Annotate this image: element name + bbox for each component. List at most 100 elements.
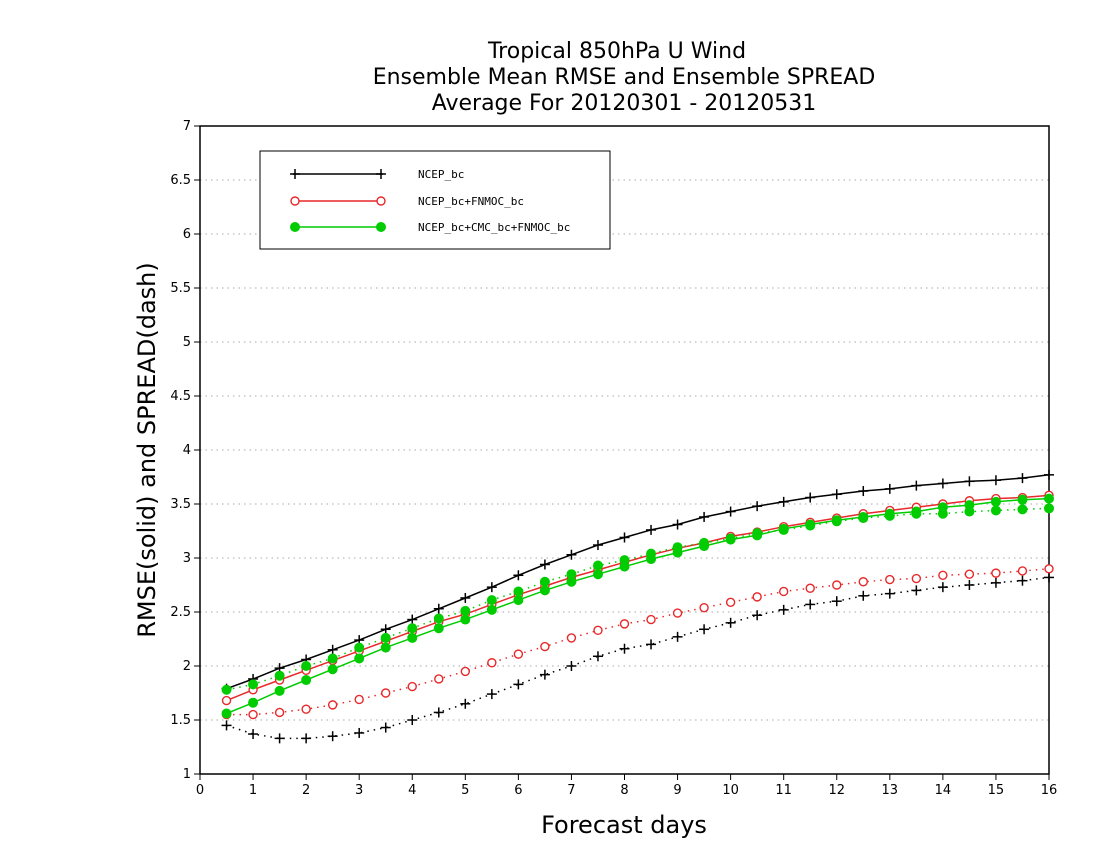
x-tick-label: 12: [828, 783, 845, 798]
spread-point: [725, 597, 736, 607]
rmse-point: [884, 508, 895, 519]
rmse-point: [752, 530, 763, 541]
x-tick-label: 7: [567, 783, 575, 798]
spread-point: [513, 586, 524, 597]
spread-point: [460, 666, 471, 677]
rmse-point: [672, 519, 683, 530]
spread-point: [672, 608, 683, 618]
rmse-point: [486, 582, 497, 593]
spread-line: [226, 568, 1050, 716]
spread-point: [301, 733, 312, 744]
rmse-point: [539, 585, 550, 596]
spread-point: [539, 576, 550, 587]
rmse-point: [884, 483, 895, 494]
spread-point: [619, 619, 630, 629]
y-tick-label: 2: [183, 659, 191, 674]
legend-marker: [376, 222, 386, 232]
rmse-point: [858, 486, 869, 497]
rmse-point: [327, 644, 338, 655]
spread-point: [248, 709, 258, 720]
y-tick-label: 3.5: [170, 497, 191, 512]
spread-point: [434, 674, 444, 684]
series-1: [221, 490, 1054, 720]
x-tick-label: 6: [514, 783, 522, 798]
legend-box: [259, 150, 611, 250]
rmse-point: [407, 614, 418, 625]
spread-point: [593, 625, 603, 636]
spread-point: [619, 643, 630, 654]
spread-point: [911, 573, 922, 584]
spread-point: [885, 574, 895, 585]
spread-point: [646, 614, 656, 625]
spread-point: [1044, 564, 1054, 574]
spread-point: [990, 577, 1001, 588]
rmse-point: [619, 561, 630, 572]
rmse-point: [248, 697, 259, 708]
rmse-point: [592, 540, 603, 551]
legend-label: NCEP_bc+CMC_bc+FNMOC_bc: [418, 221, 570, 234]
series-2: [221, 493, 1054, 719]
spread-point: [354, 727, 365, 738]
spread-point: [327, 731, 338, 742]
rmse-point: [699, 511, 710, 522]
rmse-point: [539, 559, 550, 570]
spread-point: [725, 617, 736, 628]
rmse-point: [486, 604, 497, 615]
x-tick-label: 15: [988, 783, 1005, 798]
y-tick-label: 5.5: [170, 281, 191, 296]
spread-point: [381, 688, 391, 698]
spread-point: [301, 704, 311, 714]
rmse-point: [380, 642, 391, 653]
rmse-point: [805, 492, 816, 503]
rmse-point: [990, 475, 1001, 486]
spread-point: [274, 670, 285, 681]
spread-point: [248, 729, 259, 740]
rmse-point: [1017, 494, 1028, 505]
y-tick-label: 6: [183, 227, 191, 242]
rmse-line: [226, 474, 1050, 690]
spread-point: [407, 681, 417, 692]
rmse-point: [460, 614, 471, 625]
rmse-point: [592, 569, 603, 580]
spread-point: [884, 588, 895, 599]
legend-marker: [290, 169, 300, 179]
spread-point: [486, 689, 497, 700]
x-tick-label: 2: [302, 783, 310, 798]
spread-point: [221, 684, 232, 695]
spread-point: [699, 602, 709, 613]
rmse-point: [513, 570, 524, 581]
rmse-point: [964, 500, 975, 511]
rmse-point: [566, 576, 577, 587]
rmse-point: [407, 632, 418, 643]
spread-point: [460, 605, 471, 616]
spread-point: [487, 658, 497, 668]
x-tick-label: 9: [673, 783, 681, 798]
rmse-point: [1017, 473, 1028, 484]
rmse-point: [274, 685, 285, 696]
spread-point: [460, 698, 471, 709]
rmse-point: [327, 664, 338, 675]
spread-point: [699, 624, 710, 635]
x-tick-label: 10: [722, 783, 739, 798]
spread-point: [938, 570, 948, 580]
y-tick-label: 1.5: [170, 713, 191, 728]
rmse-point: [1044, 493, 1054, 504]
legend-marker: [290, 196, 300, 206]
rmse-point: [778, 496, 789, 507]
x-tick-label: 11: [775, 783, 792, 798]
spread-point: [354, 642, 365, 653]
series: [221, 469, 1054, 744]
spread-point: [911, 585, 922, 596]
rmse-line: [226, 494, 1050, 702]
rmse-point: [513, 595, 524, 606]
spread-point: [646, 639, 657, 650]
spread-point: [354, 694, 364, 705]
spread-point: [964, 569, 975, 579]
spread-point: [778, 604, 789, 615]
spread-point: [1017, 504, 1028, 515]
spread-point: [964, 580, 975, 590]
legend: NCEP_bc NCEP_bc+FNMOC_bc NCEP_bc+CMC_bc+FN…: [259, 150, 611, 250]
y-tick-label: 2.5: [170, 605, 191, 620]
spread-point: [486, 595, 497, 606]
